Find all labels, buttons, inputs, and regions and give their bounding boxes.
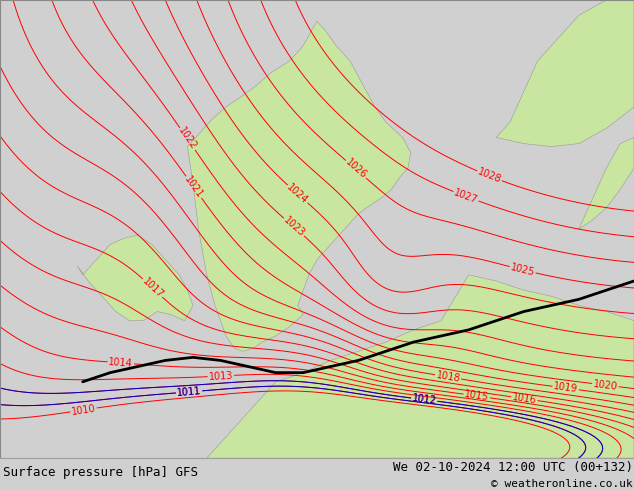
Text: 1017: 1017 (140, 276, 165, 300)
Polygon shape (579, 138, 634, 229)
Text: 1026: 1026 (344, 157, 368, 181)
Polygon shape (77, 235, 193, 321)
Text: 1011: 1011 (176, 386, 202, 398)
Text: Surface pressure [hPa] GFS: Surface pressure [hPa] GFS (3, 466, 198, 479)
Text: 1021: 1021 (183, 174, 205, 200)
Text: © weatheronline.co.uk: © weatheronline.co.uk (491, 479, 633, 490)
Text: 1016: 1016 (512, 392, 537, 405)
Polygon shape (188, 22, 411, 351)
Text: 1012: 1012 (411, 393, 437, 406)
Text: 1027: 1027 (453, 187, 479, 205)
Text: 1010: 1010 (71, 403, 96, 416)
Text: 1012: 1012 (411, 393, 437, 406)
Text: 1028: 1028 (476, 167, 503, 185)
Text: 1023: 1023 (281, 215, 306, 239)
Text: 1024: 1024 (285, 182, 310, 206)
Text: 1014: 1014 (108, 357, 133, 369)
Text: 1020: 1020 (593, 379, 618, 392)
Text: 1015: 1015 (464, 389, 489, 403)
Text: 1019: 1019 (553, 382, 578, 394)
Polygon shape (496, 0, 634, 147)
Text: 1018: 1018 (435, 370, 461, 384)
Text: 1011: 1011 (176, 386, 202, 398)
Text: 1022: 1022 (176, 126, 198, 152)
Text: 1013: 1013 (209, 370, 233, 382)
Polygon shape (207, 275, 634, 458)
Bar (0, 0, 634, 458)
Text: We 02-10-2024 12:00 UTC (00+132): We 02-10-2024 12:00 UTC (00+132) (392, 461, 633, 473)
Text: 1025: 1025 (510, 262, 536, 278)
